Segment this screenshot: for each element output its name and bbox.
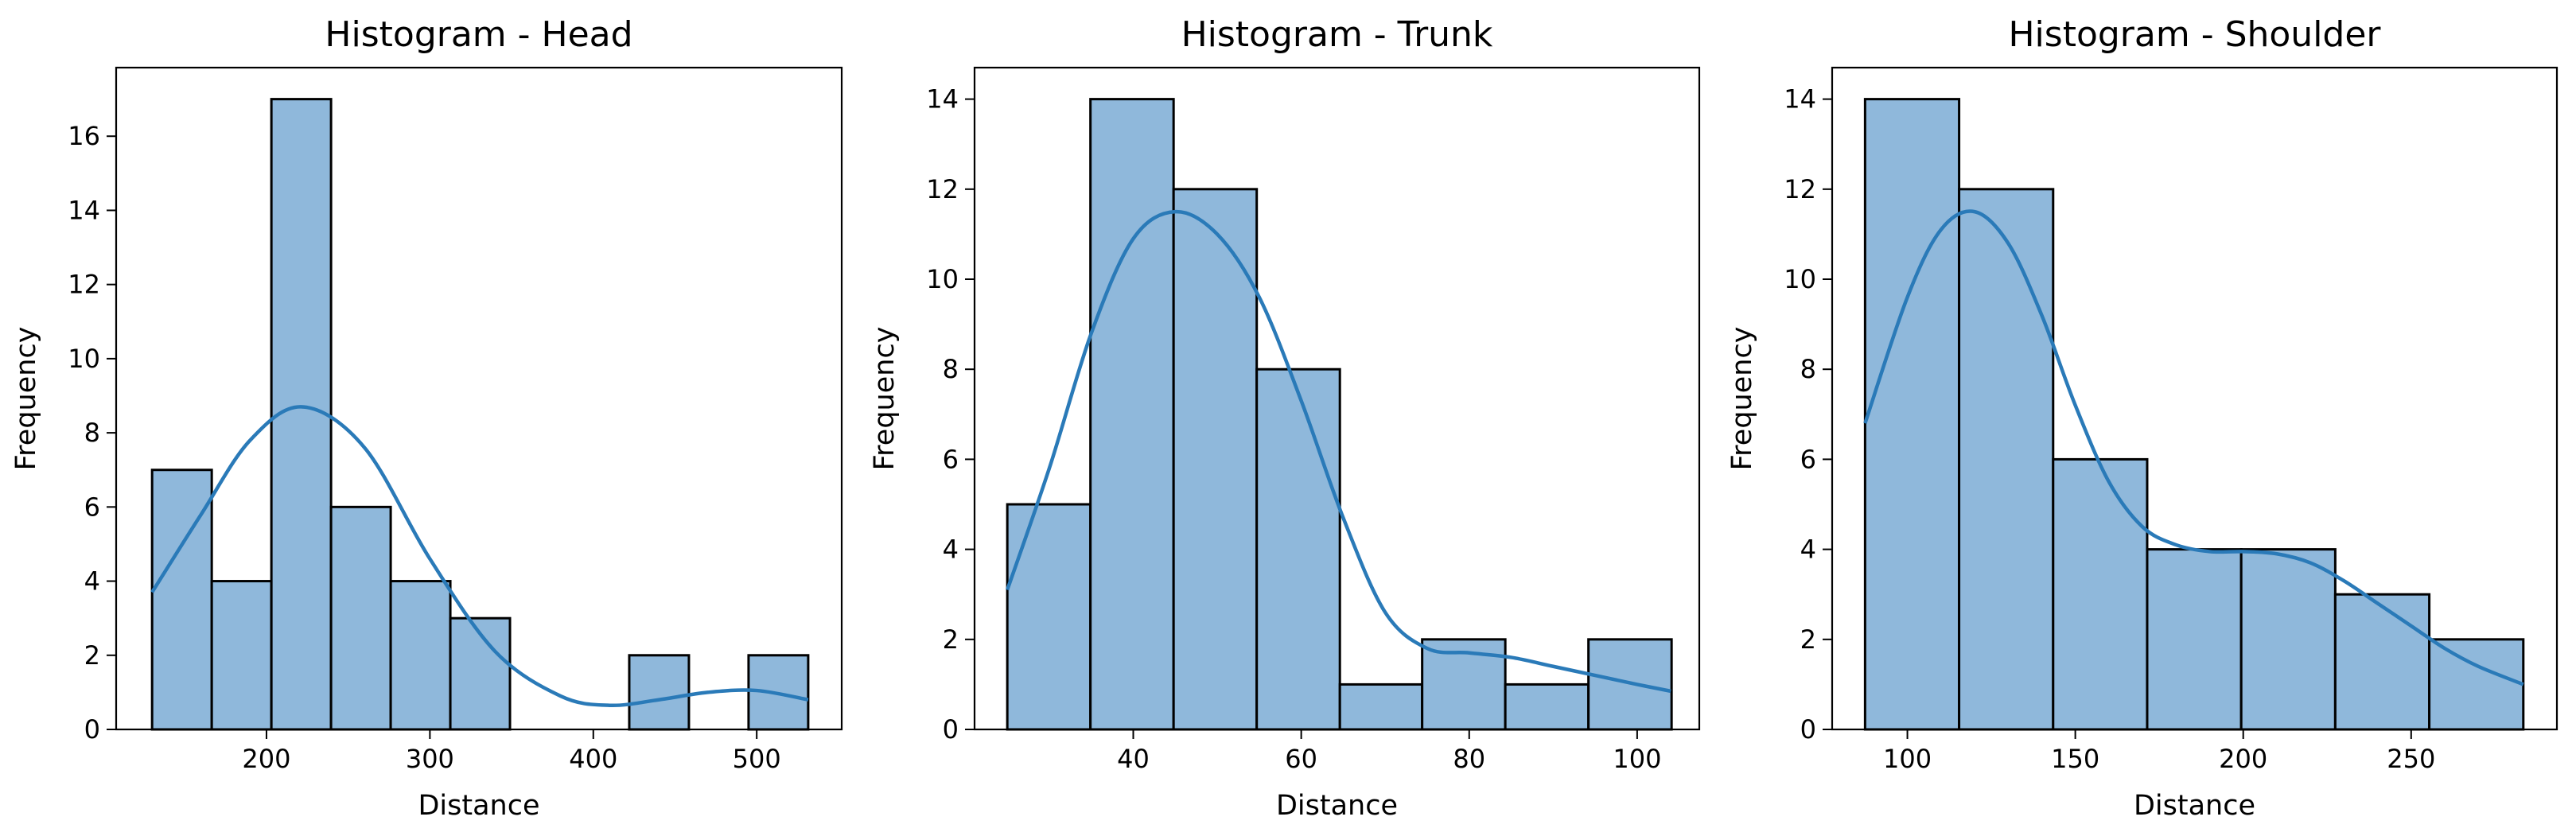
y-tick-label: 2 xyxy=(84,640,100,671)
y-tick-label: 0 xyxy=(943,714,959,745)
histogram-bar xyxy=(2428,638,2525,731)
histogram-bar xyxy=(1255,368,1341,731)
y-tick-label: 10 xyxy=(1784,264,1816,294)
x-tick-label: 500 xyxy=(733,744,781,774)
histogram-bar xyxy=(2052,457,2149,731)
y-tick-label: 0 xyxy=(1800,714,1816,745)
y-tick-label: 2 xyxy=(1800,624,1816,655)
y-tick-label: 12 xyxy=(926,174,959,204)
axes-frame xyxy=(973,66,1701,731)
y-tick-label: 4 xyxy=(84,566,100,597)
x-tick-label: 400 xyxy=(569,744,617,774)
x-tick-label: 100 xyxy=(1613,744,1661,774)
histogram-bar xyxy=(1863,98,1961,731)
x-tick-label: 80 xyxy=(1453,744,1485,774)
subplot-shoulder: 100 150 200 250 0 2 4 6 8 10 12 14 Histogram - Shoul… xyxy=(1726,14,2558,822)
histogram-bar xyxy=(2239,548,2337,731)
subplot-head: 200 300 400 500 0 2 4 6 8 10 12 14 16 Histogram - Hea… xyxy=(10,14,843,822)
kde-curve xyxy=(1863,209,2524,686)
histogram-bar xyxy=(2146,548,2243,731)
x-tick-label: 40 xyxy=(1117,744,1150,774)
y-axis-label: Frequency xyxy=(10,327,42,471)
y-tick-label: 14 xyxy=(1784,84,1816,115)
y-tick-label: 4 xyxy=(943,535,959,565)
histogram-bar xyxy=(1338,682,1424,731)
y-tick-label: 10 xyxy=(68,344,100,374)
y-tick-label: 10 xyxy=(926,264,959,294)
histogram-bar xyxy=(389,580,452,731)
y-tick-label: 0 xyxy=(84,714,100,745)
kde-curve xyxy=(1006,209,1671,694)
y-tick-label: 6 xyxy=(1800,444,1816,474)
chart-title: Histogram - Shoulder xyxy=(2008,14,2381,55)
x-axis-label: Distance xyxy=(1276,790,1398,822)
histogram-bar xyxy=(1006,503,1092,731)
x-tick-label: 200 xyxy=(242,744,290,774)
x-tick-label: 60 xyxy=(1285,744,1317,774)
y-tick-label: 4 xyxy=(1800,535,1816,565)
y-tick-label: 2 xyxy=(943,624,959,655)
axes-frame xyxy=(1831,66,2558,731)
histogram-bar xyxy=(1504,682,1590,731)
y-tick-label: 12 xyxy=(68,270,100,300)
histogram-bar xyxy=(329,505,392,731)
y-tick-label: 16 xyxy=(68,121,100,151)
histogram-bar xyxy=(210,580,273,731)
y-tick-label: 14 xyxy=(68,195,100,225)
x-tick-label: 150 xyxy=(2051,744,2099,774)
y-tick-label: 12 xyxy=(1784,174,1816,204)
x-axis-label: Distance xyxy=(2134,790,2255,822)
y-tick-label: 8 xyxy=(1800,354,1816,384)
y-tick-label: 8 xyxy=(943,354,959,384)
histogram-bar xyxy=(1172,188,1259,731)
chart-title: Histogram - Trunk xyxy=(1181,14,1493,55)
histogram-bar xyxy=(1958,188,2055,731)
chart-title: Histogram - Head xyxy=(325,14,632,55)
axes-frame xyxy=(115,66,843,731)
x-tick-label: 250 xyxy=(2387,744,2435,774)
histogram-bar xyxy=(1089,98,1175,731)
histogram-bar xyxy=(2333,593,2431,731)
y-tick-label: 6 xyxy=(84,492,100,522)
x-tick-label: 300 xyxy=(406,744,454,774)
x-tick-label: 100 xyxy=(1883,744,1932,774)
histogram-bar xyxy=(628,654,691,731)
subplot-trunk: 40 60 80 100 0 2 4 6 8 10 12 14 Histogram - Trunk Dis… xyxy=(869,14,1701,822)
y-tick-label: 6 xyxy=(943,444,959,474)
x-tick-label: 200 xyxy=(2219,744,2267,774)
y-tick-label: 8 xyxy=(84,418,100,448)
y-axis-label: Frequency xyxy=(869,327,901,471)
x-axis-label: Distance xyxy=(418,790,539,822)
y-tick-label: 14 xyxy=(926,84,959,115)
y-axis-label: Frequency xyxy=(1726,327,1758,471)
kde-curve xyxy=(150,405,809,707)
